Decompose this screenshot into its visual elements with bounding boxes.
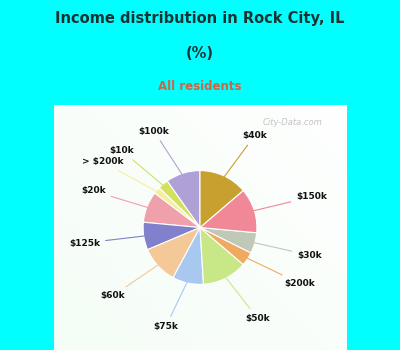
Wedge shape xyxy=(154,188,200,228)
Wedge shape xyxy=(143,222,200,250)
Text: $40k: $40k xyxy=(224,131,267,178)
Text: $125k: $125k xyxy=(69,236,146,247)
Text: City-Data.com: City-Data.com xyxy=(263,118,322,127)
Wedge shape xyxy=(200,170,243,228)
Text: > $200k: > $200k xyxy=(82,157,158,192)
Wedge shape xyxy=(200,228,251,265)
Wedge shape xyxy=(200,228,243,284)
Wedge shape xyxy=(159,181,200,228)
Text: $20k: $20k xyxy=(81,187,148,208)
Text: (%): (%) xyxy=(186,46,214,61)
Text: $10k: $10k xyxy=(110,146,164,186)
Wedge shape xyxy=(148,228,200,278)
Text: $50k: $50k xyxy=(225,276,270,323)
Text: $200k: $200k xyxy=(246,258,315,288)
Text: $100k: $100k xyxy=(138,127,183,175)
Text: $60k: $60k xyxy=(101,264,159,300)
Text: $30k: $30k xyxy=(253,243,322,260)
Text: Income distribution in Rock City, IL: Income distribution in Rock City, IL xyxy=(55,10,345,26)
Wedge shape xyxy=(173,228,204,285)
Wedge shape xyxy=(167,170,200,228)
Text: $75k: $75k xyxy=(154,281,188,331)
Wedge shape xyxy=(200,190,257,233)
Wedge shape xyxy=(143,193,200,228)
Text: All residents: All residents xyxy=(158,80,242,93)
Text: $150k: $150k xyxy=(252,193,327,211)
Wedge shape xyxy=(200,228,257,253)
